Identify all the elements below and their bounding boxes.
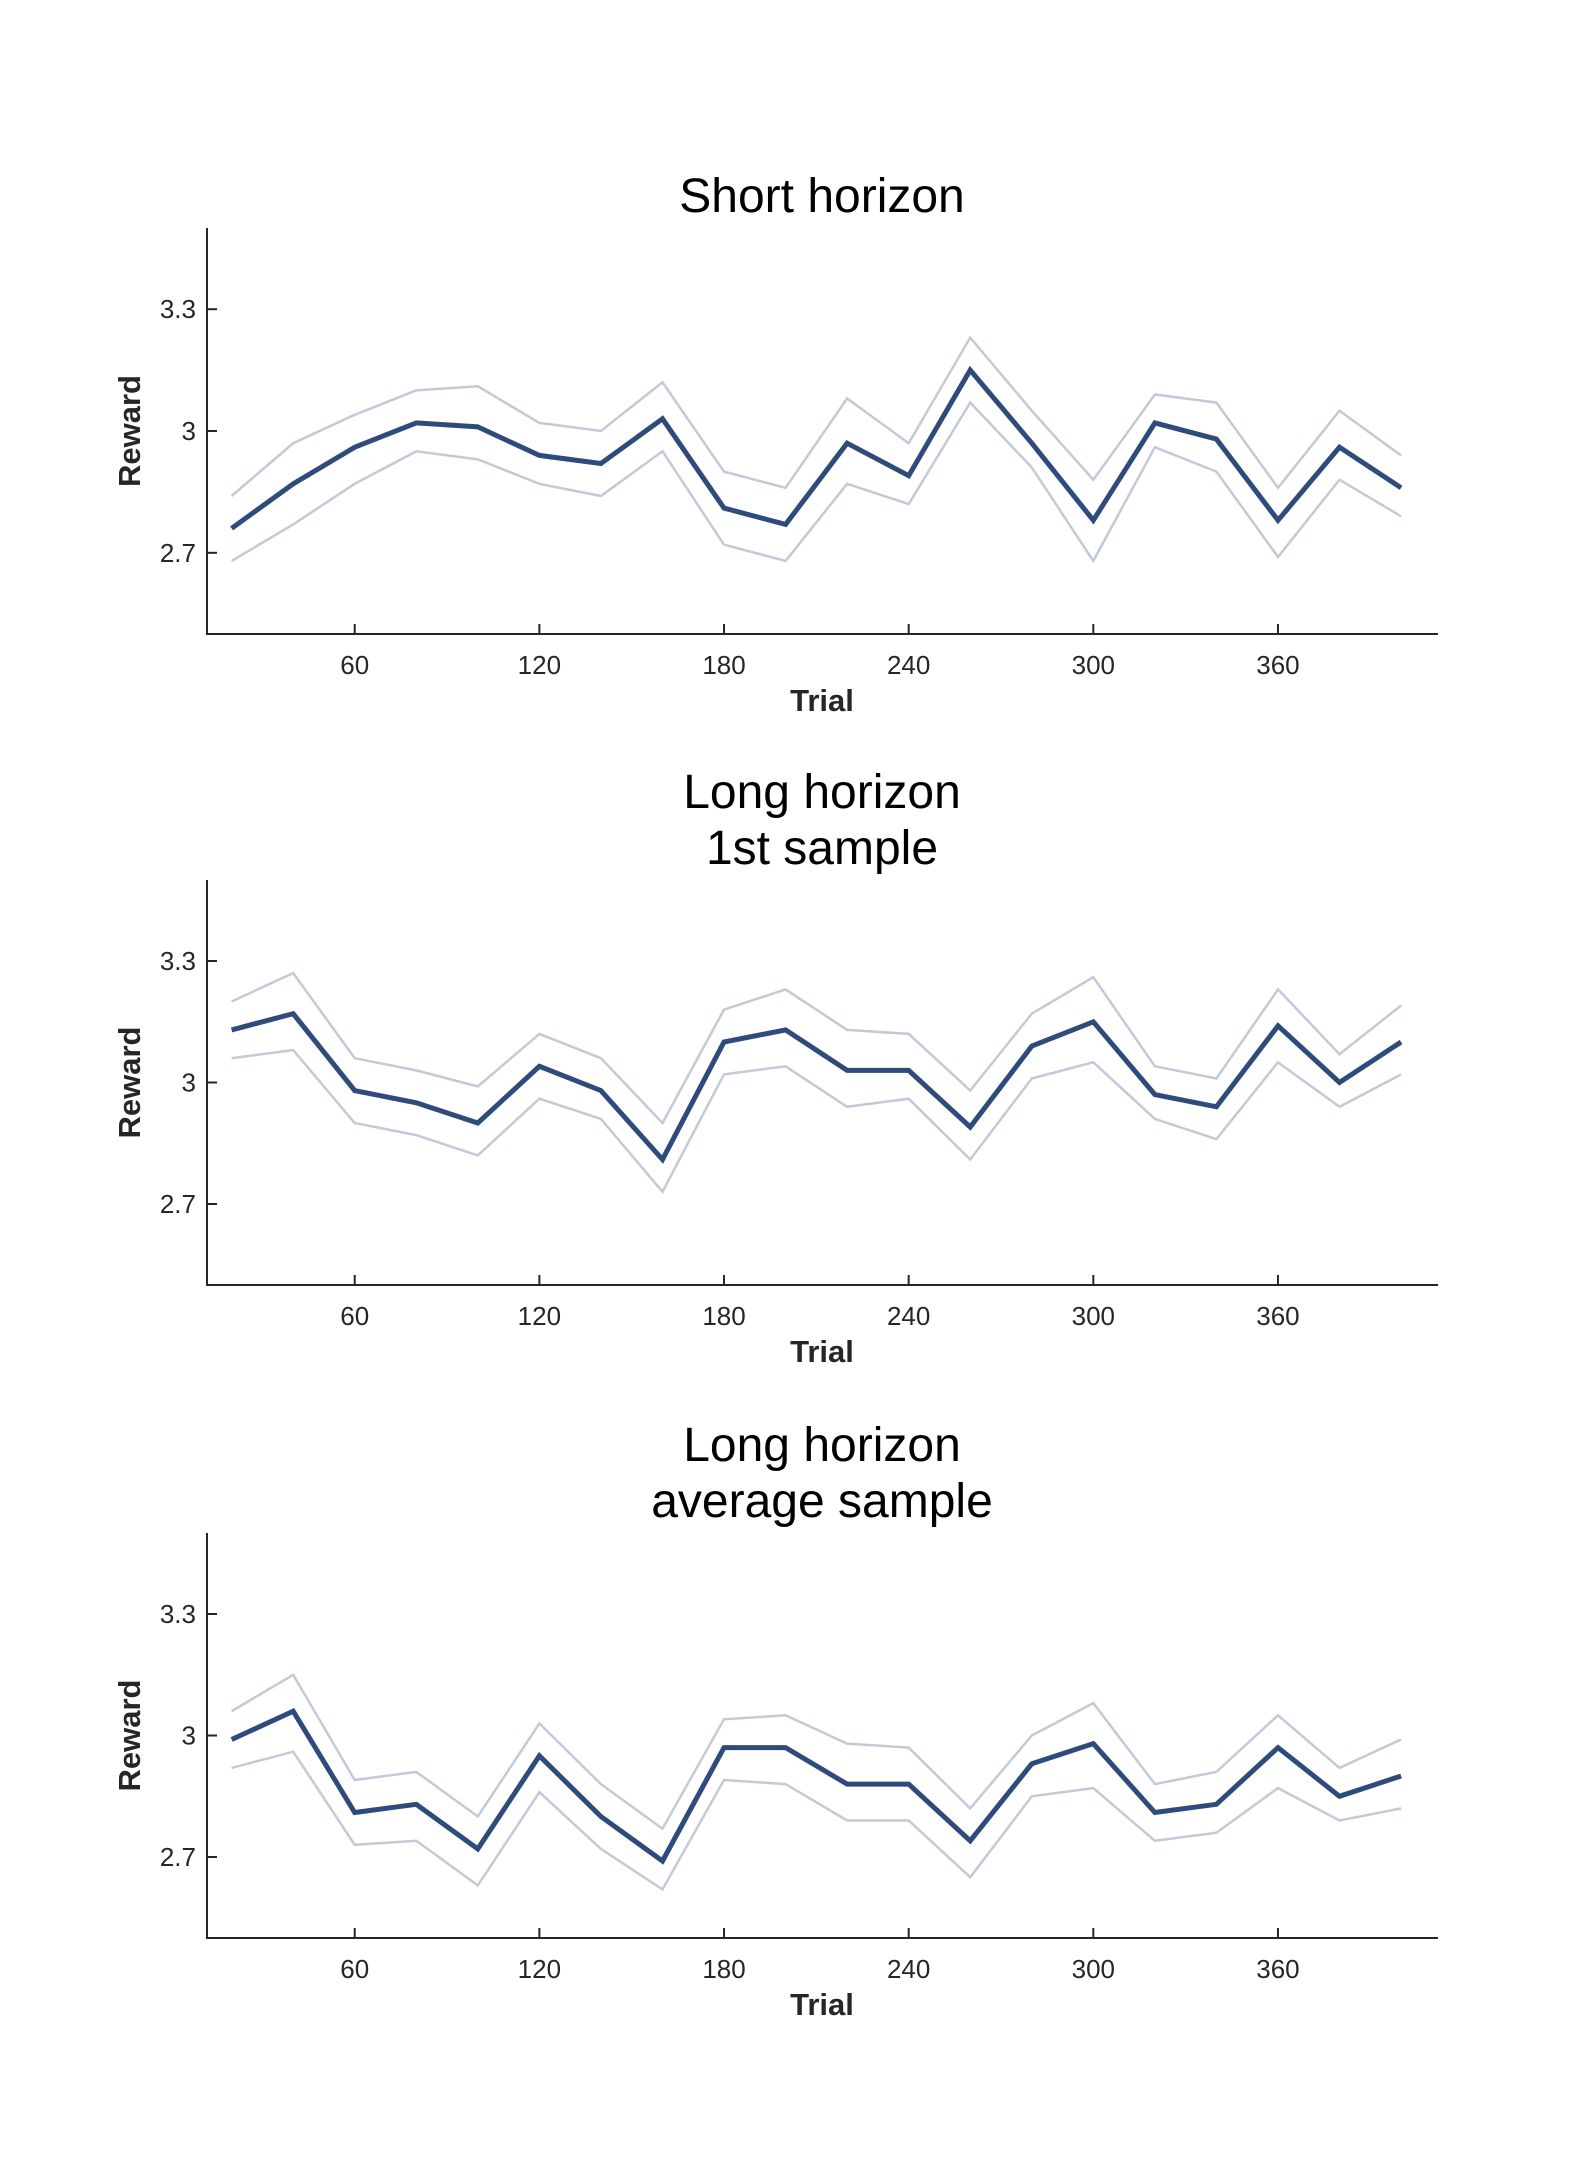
x-tick-label: 120: [518, 1301, 561, 1331]
y-tick-label: 3: [182, 1721, 196, 1751]
chart-title: average sample: [651, 1475, 993, 1528]
y-tick-label: 3.3: [160, 1599, 196, 1629]
chart-title: 1st sample: [706, 822, 938, 875]
axes-frame: [206, 1533, 1438, 1939]
x-tick-label: 60: [340, 1954, 369, 1984]
x-tick-label: 180: [702, 1954, 745, 1984]
y-axis-label: Reward: [112, 375, 147, 487]
x-tick-label: 300: [1072, 650, 1115, 680]
mean-line: [230, 1707, 1402, 1865]
x-tick-label: 300: [1072, 1301, 1115, 1331]
x-tick-label: 240: [887, 1954, 930, 1984]
mean-line: [230, 365, 1403, 531]
y-axis-label: Reward: [112, 1680, 147, 1792]
x-tick-label: 360: [1256, 1954, 1299, 1984]
x-tick-label: 120: [518, 650, 561, 680]
chart-title: Short horizon: [679, 170, 965, 223]
lower-error-line: [230, 400, 1402, 564]
x-tick-label: 60: [340, 1301, 369, 1331]
chart-title: Long horizon: [683, 766, 961, 819]
x-tick-label: 60: [340, 650, 369, 680]
y-tick-label: 2.7: [160, 538, 196, 568]
upper-error-line: [230, 335, 1402, 497]
x-axis-label: Trial: [790, 1987, 854, 2022]
upper-error-line: [231, 971, 1402, 1126]
y-tick-label: 3: [182, 1068, 196, 1098]
y-tick-label: 2.7: [160, 1842, 196, 1872]
x-tick-label: 120: [518, 1954, 561, 1984]
x-tick-label: 240: [887, 1301, 930, 1331]
y-tick-label: 3.3: [160, 946, 196, 976]
x-axis-label: Trial: [790, 1334, 854, 1369]
x-tick-label: 300: [1072, 1954, 1115, 1984]
y-tick-label: 3: [182, 416, 196, 446]
lower-error-line: [231, 1048, 1402, 1195]
y-tick-label: 3.3: [160, 294, 196, 324]
axes-frame: [206, 880, 1438, 1286]
x-tick-label: 180: [702, 1301, 745, 1331]
x-tick-label: 180: [702, 650, 745, 680]
mean-line: [230, 1010, 1403, 1164]
x-tick-label: 240: [887, 650, 930, 680]
lower-error-line: [231, 1750, 1402, 1892]
x-axis-label: Trial: [790, 683, 854, 718]
axes-frame: [206, 228, 1438, 635]
x-tick-label: 360: [1256, 1301, 1299, 1331]
y-tick-label: 2.7: [160, 1189, 196, 1219]
chart-panel-1: Short horizon 2.7 3 3.3 60 120 180 240 300 360 Tri…: [112, 170, 1438, 718]
chart-title: Long horizon: [683, 1419, 961, 1472]
upper-error-line: [230, 1673, 1402, 1831]
y-axis-label: Reward: [112, 1027, 147, 1139]
x-tick-label: 360: [1256, 650, 1299, 680]
